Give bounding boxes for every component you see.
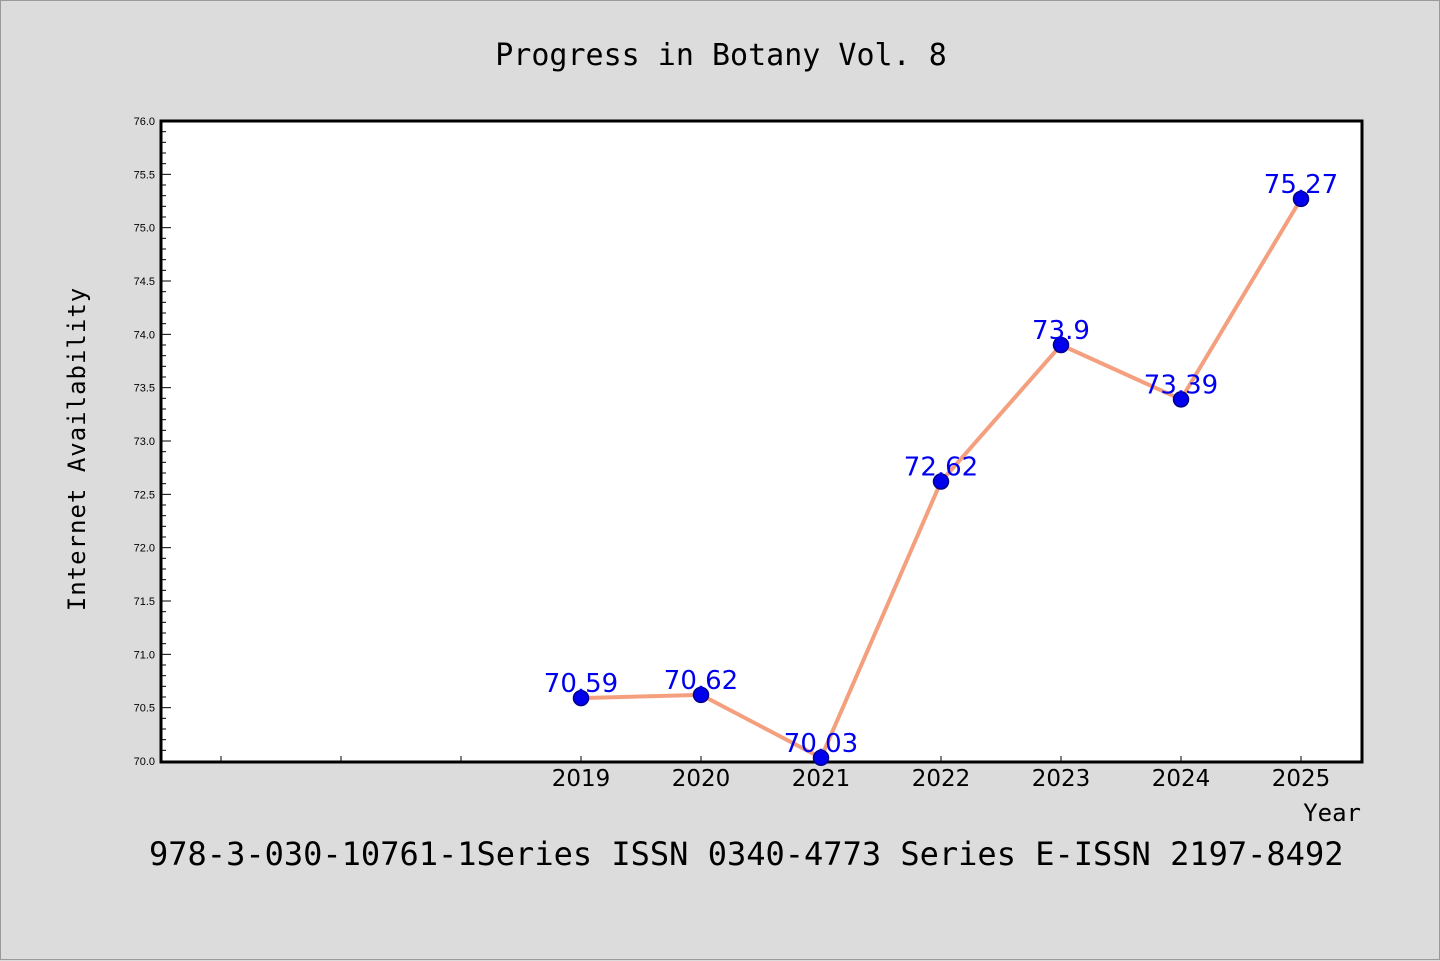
data-point <box>1052 336 1070 354</box>
x-tick-label: 2025 <box>1272 766 1331 792</box>
y-tick-label: 71.5 <box>134 596 155 608</box>
data-point <box>932 473 950 490</box>
x-tick-label: 2020 <box>672 766 731 792</box>
data-point <box>1292 190 1310 208</box>
footer-isbn-issn: 978-3-030-10761-1Series ISSN 0340-4773 S… <box>149 835 1343 873</box>
data-label: 70.03 <box>784 729 858 759</box>
plot-area <box>159 119 1364 764</box>
x-axis-label: Year <box>1303 799 1361 827</box>
x-tick-label: 2021 <box>792 766 851 792</box>
x-tick-label: 2023 <box>1032 766 1091 792</box>
series-points-group <box>572 190 1310 767</box>
y-tick-label: 74.0 <box>134 329 155 341</box>
y-tick-label: 70.0 <box>134 756 155 768</box>
y-tick-label: 72.5 <box>134 489 155 501</box>
y-tick-label: 75.0 <box>134 223 155 235</box>
x-axis: 2019 2020 2021 2022 2023 2024 2025 <box>220 756 1331 792</box>
chart-title: Progress in Botany Vol. 8 <box>495 38 947 73</box>
x-tick-label: 2022 <box>912 766 971 792</box>
y-axis-label: Internet Availability <box>63 287 91 611</box>
x-tick-label: 2019 <box>552 766 611 792</box>
data-labels-group: 70.59 70.62 70.03 72.62 73.9 73.39 75.27 <box>544 170 1338 759</box>
data-point <box>692 686 710 704</box>
y-tick-label: 73.5 <box>134 383 155 395</box>
y-tick-label: 72.0 <box>134 543 155 555</box>
data-label: 70.62 <box>664 666 738 696</box>
data-label: 72.62 <box>904 453 978 483</box>
y-axis: 70.0 70.5 71.0 71.5 72.0 72.5 73.0 73.5 74.0 74.5… <box>134 116 171 768</box>
y-tick-label: 76.0 <box>134 116 155 128</box>
data-label: 73.39 <box>1144 370 1218 400</box>
data-point <box>812 749 830 767</box>
y-tick-label: 71.0 <box>134 649 155 661</box>
x-tick-label: 2024 <box>1152 766 1211 792</box>
y-tick-label: 70.5 <box>134 703 155 715</box>
data-label: 73.9 <box>1032 316 1090 346</box>
y-tick-label: 73.0 <box>134 436 155 448</box>
data-point <box>1172 391 1190 408</box>
data-label: 70.59 <box>544 669 618 699</box>
y-tick-label: 75.5 <box>134 169 155 181</box>
y-tick-label: 74.5 <box>134 276 155 288</box>
data-label: 75.27 <box>1264 170 1338 200</box>
data-point <box>572 689 590 707</box>
